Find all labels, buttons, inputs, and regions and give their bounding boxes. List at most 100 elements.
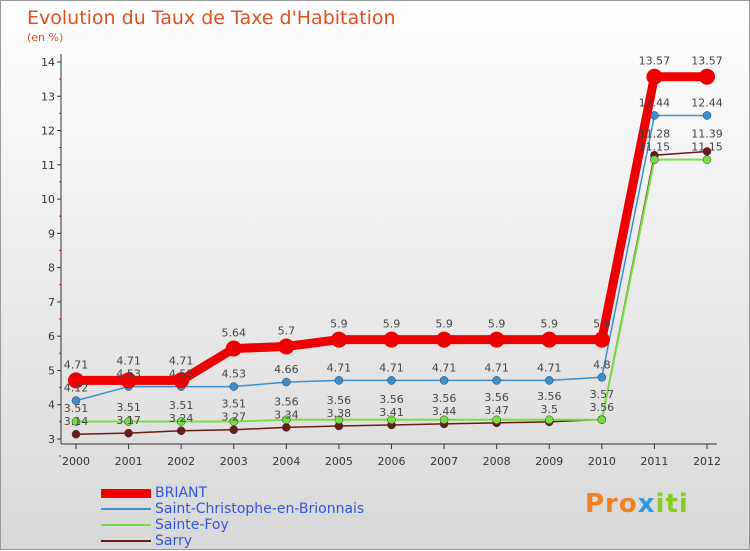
data-point: [176, 417, 186, 426]
data-label: 11.28: [639, 128, 671, 141]
data-point: [545, 415, 554, 425]
data-label: 4.71: [327, 361, 352, 374]
data-label: 3.56: [590, 401, 615, 414]
y-tick-label: 3: [48, 433, 55, 446]
data-label: 3.56: [537, 390, 562, 403]
legend-swatch: [101, 524, 151, 526]
data-label: 3.51: [169, 399, 194, 412]
data-point: [278, 338, 295, 355]
data-label: 3.56: [432, 392, 457, 405]
data-point: [120, 372, 137, 389]
legend-label: Sarry: [155, 533, 193, 549]
data-label: 3.51: [64, 402, 89, 415]
data-label: 4.53: [169, 368, 194, 381]
data-label: 5.9: [435, 318, 453, 331]
y-tick-label: 4: [48, 399, 55, 412]
legend-item: Sainte-Foy: [101, 517, 364, 533]
legend-label: BRIANT: [155, 485, 208, 501]
y-tick-label: 13: [41, 90, 55, 103]
data-point: [330, 331, 347, 348]
data-point: [436, 331, 453, 348]
data-point: [282, 377, 291, 387]
proxiti-logo: Proxiti: [585, 489, 689, 519]
x-tick-label: 2002: [167, 455, 195, 468]
x-tick-label: 2012: [693, 455, 721, 468]
data-label: 3.14: [64, 415, 89, 428]
x-tick-label: 2009: [535, 455, 563, 468]
data-label: 5.9: [383, 318, 401, 331]
data-label: 5.9: [330, 318, 348, 331]
y-tick-label: 14: [41, 56, 55, 69]
data-label: 3.51: [222, 398, 247, 411]
data-label: 3.56: [484, 391, 509, 404]
data-point: [176, 426, 186, 436]
data-point: [702, 155, 712, 164]
data-label: 4.71: [169, 355, 194, 368]
data-label: 4.12: [64, 382, 89, 395]
data-point: [68, 372, 84, 389]
legend-label: Saint-Christophe-en-Brionnais: [155, 501, 365, 517]
data-label: 3.24: [169, 412, 194, 425]
data-label: 5.7: [278, 324, 296, 337]
x-tick-label: 2001: [115, 455, 143, 468]
data-label: 4.53: [222, 368, 247, 381]
data-label: 4.8: [593, 358, 611, 371]
data-label: 11.39: [691, 128, 723, 141]
data-point: [334, 376, 344, 385]
data-label: 3.56: [379, 393, 404, 406]
data-label: 3.5: [541, 403, 559, 416]
data-point: [439, 376, 449, 385]
data-label: 5.9: [488, 318, 506, 331]
data-point: [71, 417, 81, 426]
data-point: [593, 331, 610, 348]
data-point: [282, 415, 291, 425]
data-label: 3.57: [590, 388, 615, 401]
data-label: 3.56: [327, 394, 352, 407]
data-point: [229, 417, 238, 426]
legend-label: Sainte-Foy: [155, 517, 229, 533]
data-label: 3.38: [327, 407, 352, 420]
data-point: [597, 373, 607, 382]
data-label: 12.44: [639, 96, 671, 109]
data-point: [71, 429, 81, 439]
x-tick-label: 2005: [325, 455, 353, 468]
data-label: 11.15: [691, 141, 723, 154]
data-point: [124, 428, 133, 438]
data-point: [646, 68, 663, 85]
data-point: [124, 417, 133, 426]
legend-item: Saint-Christophe-en-Brionnais: [101, 501, 364, 517]
data-point: [702, 111, 712, 120]
data-label: 3.56: [274, 395, 299, 408]
legend-swatch: [101, 488, 151, 498]
data-point: [492, 376, 501, 385]
data-point: [229, 382, 238, 391]
data-label: 3.44: [432, 405, 457, 418]
x-tick-label: 2004: [272, 455, 300, 468]
data-point: [597, 415, 607, 425]
data-point: [387, 415, 396, 425]
legend-item: BRIANT: [101, 485, 364, 501]
data-label: 4.71: [484, 361, 509, 374]
data-label: 3.27: [222, 411, 247, 424]
data-label: 13.57: [639, 55, 671, 68]
data-label: 4.71: [379, 361, 404, 374]
y-tick-label: 11: [41, 159, 55, 172]
legend-swatch: [101, 508, 151, 510]
y-axis-label: (en %): [27, 31, 64, 44]
data-point: [229, 425, 238, 434]
data-point: [488, 331, 505, 348]
y-tick-label: 7: [48, 296, 55, 309]
y-tick-label: 8: [48, 262, 55, 275]
data-label: 5.9: [541, 318, 559, 331]
x-tick-label: 2006: [378, 455, 406, 468]
legend-item: Sarry: [101, 533, 364, 549]
y-tick-label: 6: [48, 330, 55, 343]
data-point: [387, 376, 396, 385]
data-label: 12.44: [691, 96, 723, 109]
data-point: [282, 423, 291, 432]
data-point: [439, 415, 449, 425]
x-tick-label: 2003: [220, 455, 248, 468]
data-label: 3.34: [274, 408, 299, 421]
